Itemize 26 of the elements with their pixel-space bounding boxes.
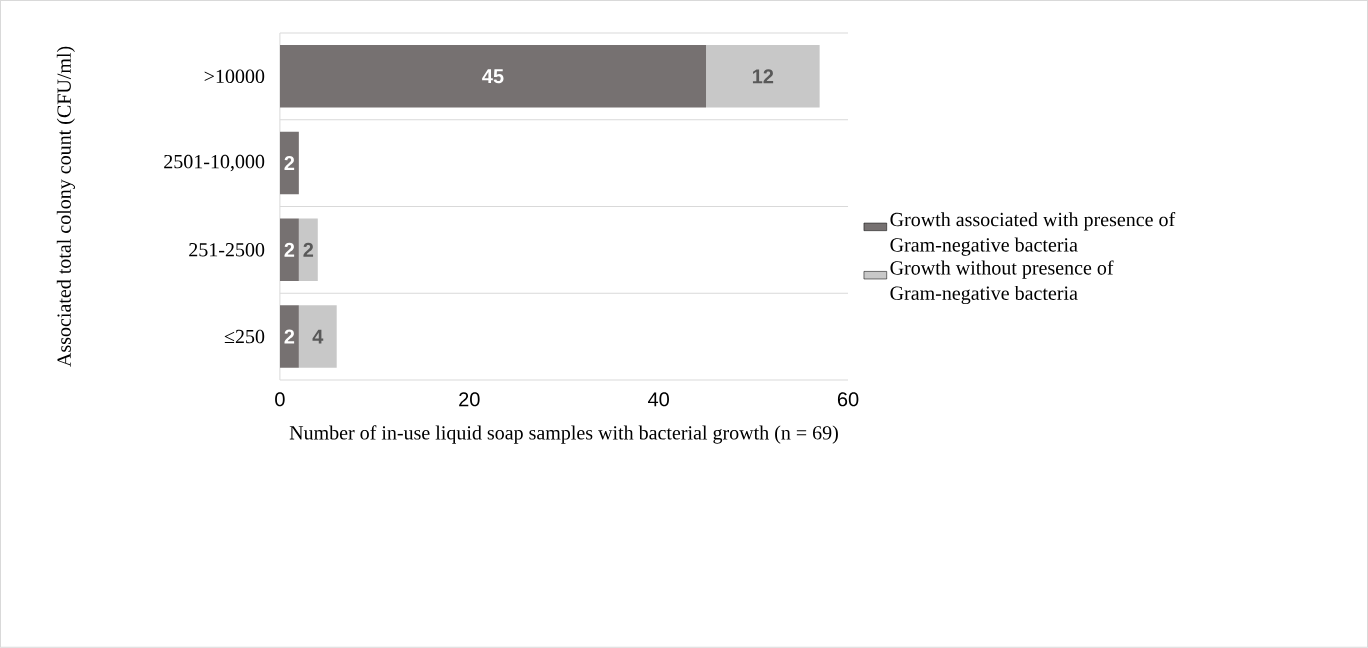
y-axis-title: Associated total colony count (CFU/ml): [56, 46, 75, 367]
x-tick-label: 40: [648, 392, 669, 407]
x-tick-label: 20: [459, 392, 480, 407]
bar: [298, 218, 318, 282]
y-tick-label: >10000: [204, 69, 265, 84]
y-tick-label: 251-2500: [189, 243, 265, 257]
legend-label: Growth associated with presence of Gram-negative bacteria: [890, 212, 1176, 256]
bar: [279, 45, 707, 108]
data-label: 2: [303, 242, 314, 257]
bar: [706, 45, 820, 108]
x-axis-title: Number of in-use liquid soap samples with bacterial growth (n = 69): [289, 425, 838, 444]
data-label: 2: [284, 156, 295, 171]
bar: [279, 218, 299, 282]
bar: [279, 305, 299, 368]
data-label: 2: [284, 242, 295, 257]
bar: [279, 131, 299, 195]
y-tick-label: 2501-10,000: [164, 154, 265, 172]
y-tick-label: ≤250: [224, 329, 265, 344]
x-tick-label: 60: [837, 392, 859, 407]
data-label: 12: [752, 69, 774, 84]
data-label: 45: [482, 69, 504, 84]
legend-label: Growth without presence of Gram-negative bacteria: [890, 260, 1114, 305]
x-tick-label: 0: [275, 392, 285, 407]
data-label: 2: [284, 329, 295, 344]
bar: [298, 305, 337, 368]
data-label: 4: [312, 329, 324, 344]
